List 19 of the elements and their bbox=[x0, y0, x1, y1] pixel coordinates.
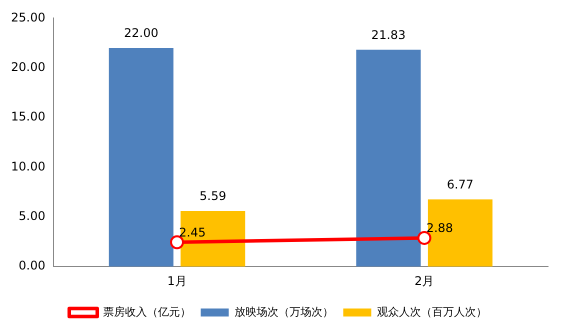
bar bbox=[108, 48, 174, 267]
bar bbox=[180, 211, 246, 267]
legend-label: 观众人次（百万人次） bbox=[376, 305, 487, 318]
data-label: 21.83 bbox=[371, 28, 406, 42]
y-tick-label: 25.00 bbox=[10, 10, 46, 24]
y-tick-label: 10.00 bbox=[10, 159, 46, 174]
bar bbox=[356, 50, 421, 267]
data-label: 5.59 bbox=[200, 189, 226, 204]
legend-label: 放映场次（万场次） bbox=[234, 305, 334, 318]
bar bbox=[428, 199, 492, 267]
y-tick-label: 0.00 bbox=[18, 258, 46, 273]
x-tick-label: 1月 bbox=[167, 274, 187, 288]
data-label: 22.00 bbox=[124, 26, 158, 40]
y-tick-label: 20.00 bbox=[10, 60, 46, 74]
data-label: 6.77 bbox=[446, 177, 474, 192]
y-tick-label: 15.00 bbox=[10, 110, 46, 124]
x-tick-label: 2月 bbox=[414, 274, 434, 288]
legend-label: 票房收入（亿元） bbox=[102, 305, 191, 318]
y-tick-label: 5.00 bbox=[18, 209, 46, 224]
